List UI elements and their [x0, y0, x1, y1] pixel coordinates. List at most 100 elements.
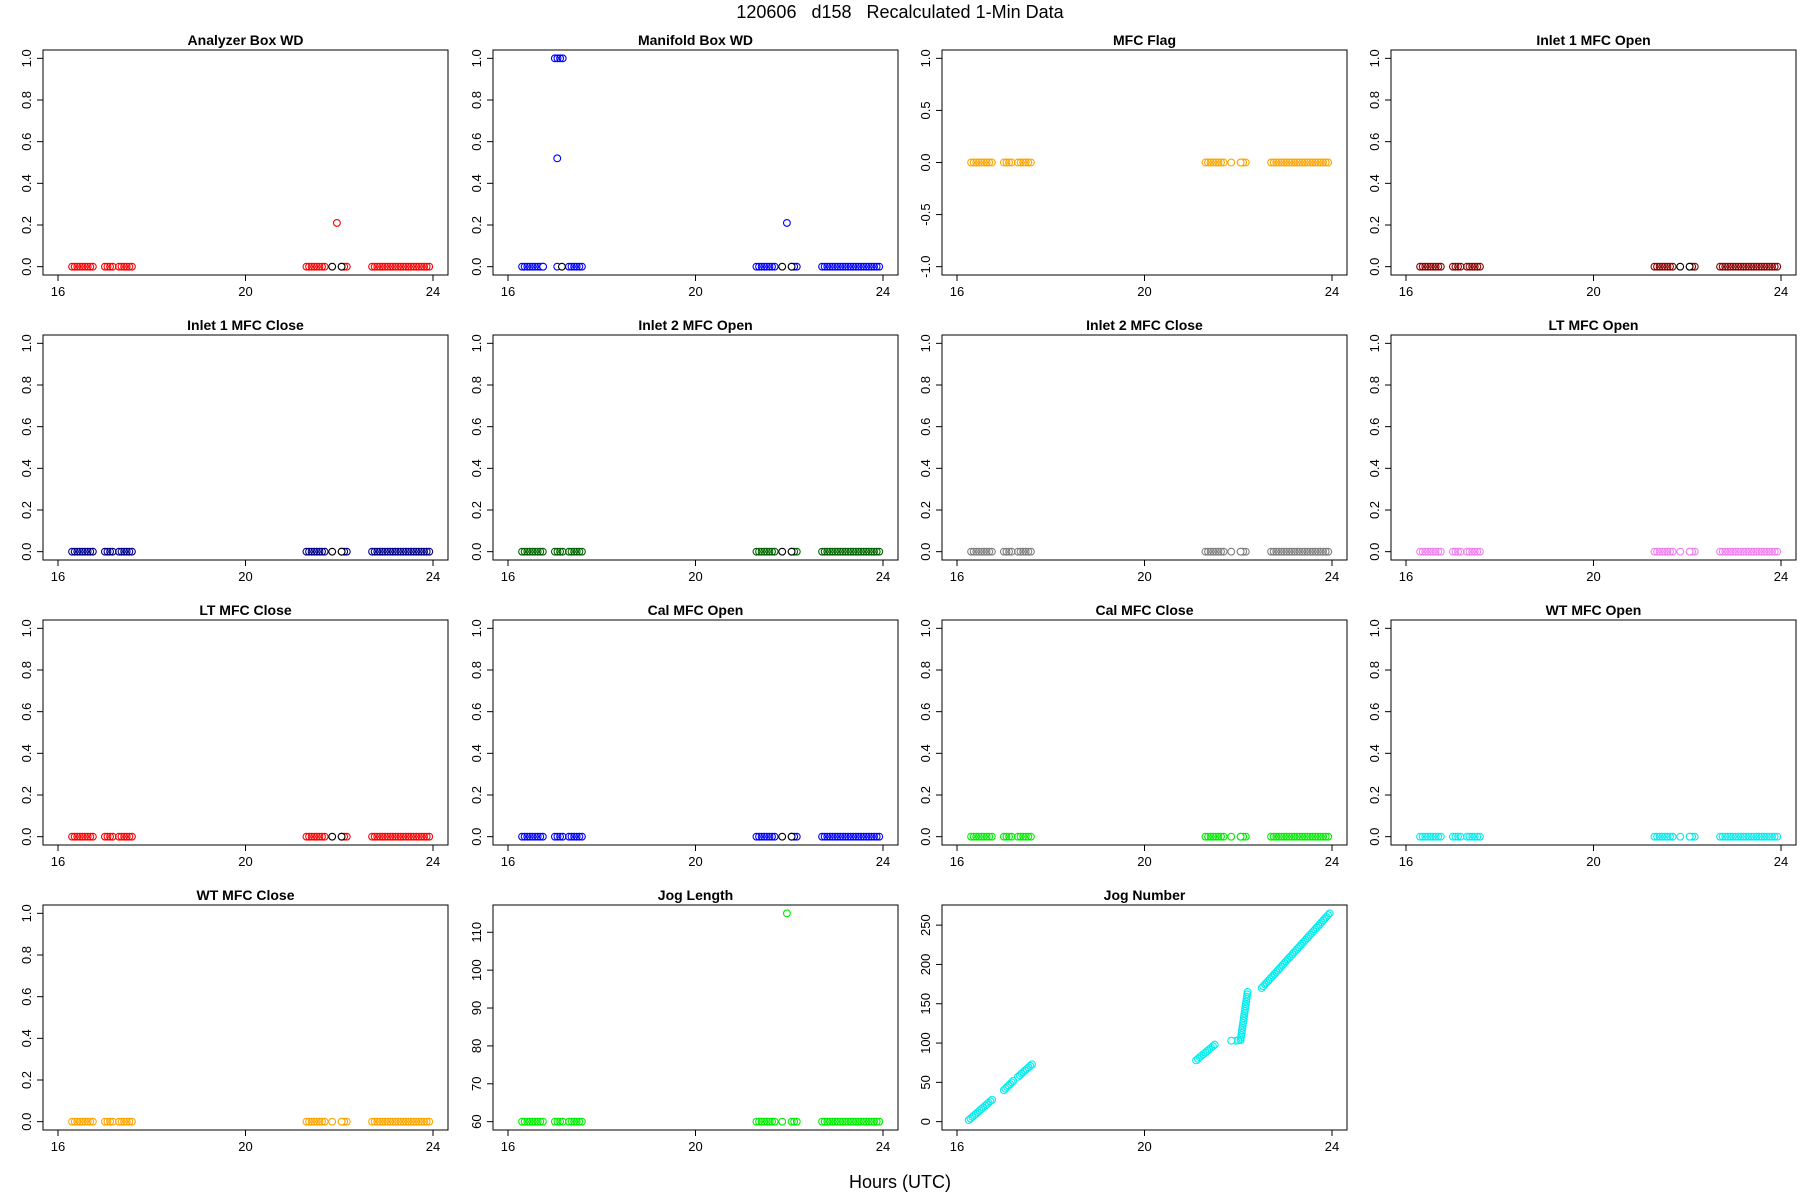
data-point	[823, 832, 832, 841]
data-point	[572, 547, 581, 556]
data-point	[1726, 262, 1735, 271]
y-tick-label: 0.0	[469, 543, 484, 561]
data-point	[86, 1117, 95, 1126]
data-point	[1731, 832, 1740, 841]
panel-title: Manifold Box WD	[638, 32, 753, 48]
y-tick-label: 0.0	[1367, 543, 1382, 561]
data-point	[820, 832, 829, 841]
data-point	[100, 547, 109, 556]
data-point	[1311, 547, 1320, 556]
y-tick-label: 150	[918, 993, 933, 1015]
data-point	[1426, 262, 1435, 271]
y-tick-label: 0.4	[19, 459, 34, 477]
data-point	[987, 158, 996, 167]
data-point	[999, 158, 1008, 167]
data-point	[553, 832, 562, 841]
data-point	[1676, 262, 1685, 271]
y-tick-label: 0.2	[19, 1071, 34, 1089]
data-point	[103, 1117, 112, 1126]
data-point	[1757, 547, 1766, 556]
data-point	[88, 262, 97, 271]
data-point	[782, 909, 791, 918]
data-point	[117, 547, 126, 556]
data-point	[833, 262, 842, 271]
y-tick-label: 0.2	[918, 501, 933, 519]
x-tick-label: 20	[1137, 284, 1151, 299]
data-point	[1280, 832, 1289, 841]
data-point	[394, 832, 403, 841]
data-point	[525, 547, 534, 556]
data-point	[1723, 262, 1732, 271]
data-point	[762, 1117, 771, 1126]
data-point	[1431, 262, 1440, 271]
data-point	[846, 262, 855, 271]
data-point	[1773, 547, 1782, 556]
data-point	[312, 1117, 321, 1126]
data-point	[980, 547, 989, 556]
data-point	[399, 1117, 408, 1126]
data-point	[1451, 832, 1460, 841]
data-point	[312, 547, 321, 556]
data-point	[370, 1117, 379, 1126]
data-point	[1236, 832, 1245, 841]
data-point	[68, 547, 77, 556]
data-point	[81, 547, 90, 556]
y-tick-label: -1.0	[918, 255, 933, 277]
data-point	[836, 262, 845, 271]
data-point	[787, 262, 796, 271]
x-tick-label: 24	[1325, 569, 1339, 584]
data-point	[1666, 832, 1674, 841]
data-point	[425, 547, 434, 556]
data-point	[987, 547, 996, 556]
data-point	[1448, 547, 1457, 556]
data-point	[831, 547, 840, 556]
panel-title: WT MFC Open	[1546, 602, 1642, 618]
data-point	[1287, 832, 1296, 841]
data-point	[373, 547, 382, 556]
data-point	[520, 1117, 529, 1126]
data-point	[1650, 262, 1659, 271]
data-point	[531, 262, 540, 271]
y-tick-label: 0.0	[19, 828, 34, 846]
data-point	[1718, 547, 1727, 556]
data-point	[106, 547, 115, 556]
data-point	[305, 1117, 313, 1126]
x-tick-label: 20	[1137, 1139, 1151, 1154]
data-point	[68, 832, 77, 841]
data-point	[1316, 547, 1325, 556]
data-point	[820, 262, 829, 271]
data-point	[1285, 547, 1294, 556]
data-point	[974, 832, 983, 841]
data-point	[1209, 158, 1218, 167]
data-point	[1749, 547, 1758, 556]
data-point	[849, 1117, 858, 1126]
data-point	[1423, 832, 1432, 841]
data-point	[770, 832, 779, 841]
panel-4: Inlet 1 MFC Open 16 20 24 0.0 0.2 0.4 0.6 0.8 1.0	[1367, 32, 1797, 299]
data-point	[1736, 832, 1745, 841]
data-point	[825, 832, 834, 841]
data-point	[1421, 547, 1430, 556]
data-point	[1303, 158, 1312, 167]
data-point	[828, 1117, 837, 1126]
data-point	[1744, 832, 1753, 841]
data-point	[122, 262, 131, 271]
data-point	[318, 1117, 326, 1126]
data-point	[1418, 262, 1427, 271]
data-point	[388, 547, 397, 556]
data-point	[752, 832, 761, 841]
data-point	[318, 262, 326, 271]
x-tick-label: 20	[238, 854, 252, 869]
data-point	[1431, 832, 1440, 841]
data-point	[106, 832, 115, 841]
data-point	[1421, 832, 1430, 841]
data-point	[755, 547, 763, 556]
x-tick-label: 24	[1325, 1139, 1339, 1154]
data-point	[81, 832, 90, 841]
data-point	[1663, 547, 1672, 556]
data-point	[1742, 262, 1751, 271]
data-point	[1308, 158, 1317, 167]
data-point	[1026, 1061, 1035, 1070]
data-point	[328, 547, 337, 556]
data-point	[381, 262, 390, 271]
